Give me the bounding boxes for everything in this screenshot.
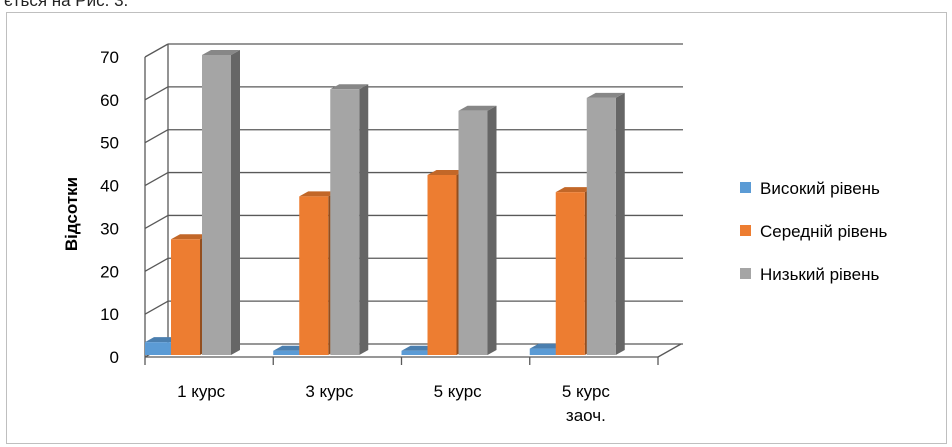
gridline-side bbox=[144, 129, 169, 144]
axes bbox=[144, 57, 682, 365]
chart-frame bbox=[6, 12, 947, 444]
bar bbox=[458, 105, 497, 355]
gridline-side bbox=[144, 172, 169, 187]
y-tick-label: 50 bbox=[100, 134, 119, 153]
y-tick-label: 20 bbox=[100, 262, 119, 281]
x-tick-label: 5 курс bbox=[562, 382, 611, 401]
y-tick-label: 0 bbox=[110, 348, 119, 367]
bars bbox=[145, 50, 625, 356]
x-tick-label: заоч. bbox=[566, 406, 606, 425]
legend-item: Високий рівень bbox=[740, 179, 880, 198]
y-tick-label: 40 bbox=[100, 177, 119, 196]
x-tick-label: 1 курс bbox=[177, 382, 226, 401]
legend-swatch bbox=[740, 268, 751, 279]
legend-label: Високий рівень bbox=[760, 179, 880, 198]
gridline-side bbox=[144, 257, 169, 272]
y-tick-label: 30 bbox=[100, 219, 119, 238]
bar bbox=[586, 92, 625, 355]
y-tick-label: 10 bbox=[100, 305, 119, 324]
gridline-side bbox=[144, 214, 169, 229]
y-axis-label: Відсотки bbox=[62, 177, 81, 251]
x-tick-labels: 1 курс 3 курс 5 курс 5 курс заоч. bbox=[177, 382, 610, 425]
gridline-side bbox=[144, 300, 169, 315]
legend-item: Низький рівень bbox=[740, 265, 879, 284]
y-tick-labels: 0 10 20 30 40 50 60 70 bbox=[100, 48, 119, 367]
legend-item: Середній рівень bbox=[740, 222, 887, 241]
bar bbox=[202, 50, 240, 355]
caption-text: ється на Рис. 3. bbox=[4, 0, 129, 10]
legend: Високий рівень Середній рівень Низький рів… bbox=[740, 179, 887, 284]
x-tick-label: 5 курс bbox=[434, 382, 483, 401]
gridline-side bbox=[144, 43, 169, 58]
gridline-side bbox=[144, 86, 169, 101]
y-tick-label: 70 bbox=[100, 48, 119, 67]
bar bbox=[330, 84, 369, 356]
floor-edge bbox=[657, 343, 682, 358]
legend-swatch bbox=[740, 182, 751, 193]
legend-label: Низький рівень bbox=[760, 265, 879, 284]
x-tick-label: 3 курс bbox=[305, 382, 354, 401]
legend-swatch bbox=[740, 225, 751, 236]
y-tick-label: 60 bbox=[100, 91, 119, 110]
legend-label: Середній рівень bbox=[760, 222, 887, 241]
